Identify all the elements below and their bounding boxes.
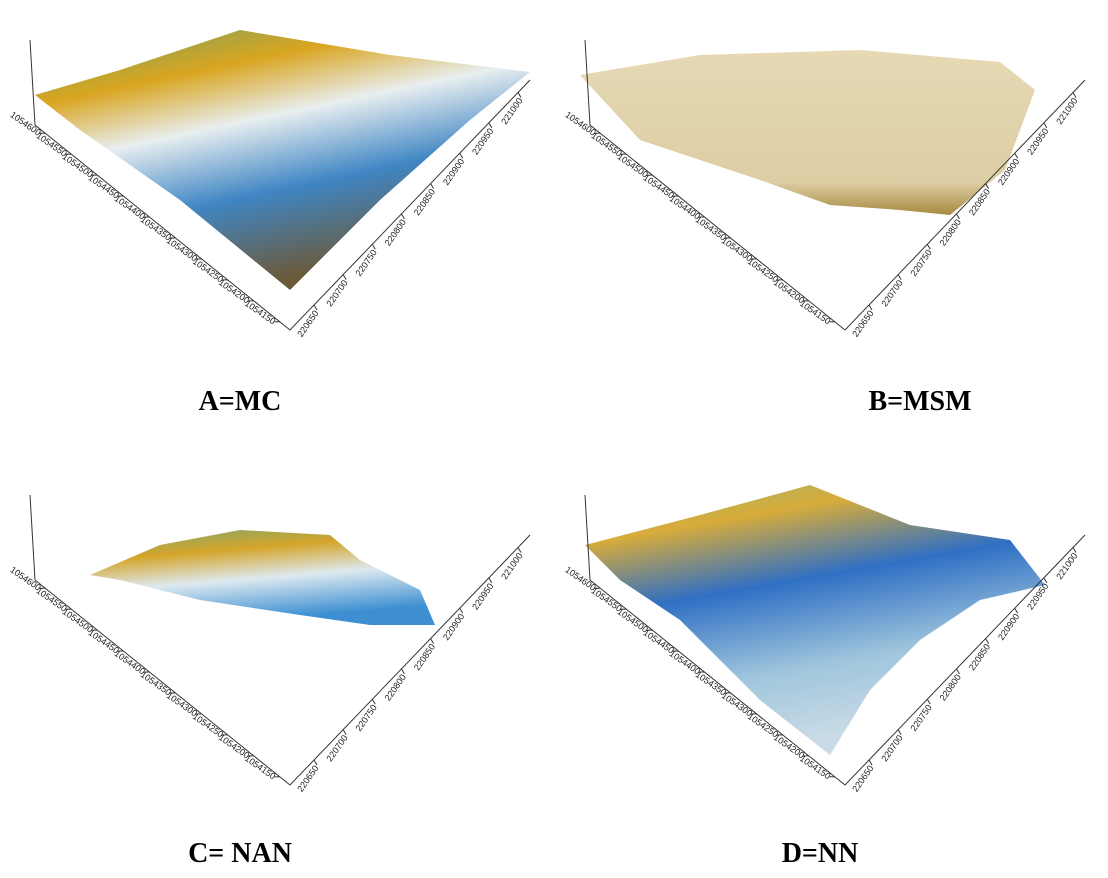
x-tick	[897, 274, 902, 280]
x-tick	[955, 213, 960, 220]
x-tick	[868, 759, 873, 766]
x-tick	[517, 92, 522, 98]
axis	[589, 79, 1086, 331]
x-tick-label: 221000	[1054, 96, 1079, 126]
axis	[589, 534, 1086, 786]
z-axis	[584, 39, 591, 126]
x-tick-label: 220700	[324, 278, 349, 308]
z-axis	[584, 494, 591, 581]
x-tick-label: 220900	[441, 157, 466, 187]
x-tick	[430, 638, 435, 644]
y-tick-label: 1054150	[798, 753, 832, 781]
x-tick	[488, 577, 493, 584]
x-tick	[430, 183, 435, 189]
x-tick-label: 220950	[1025, 126, 1050, 156]
x-tick	[1043, 122, 1048, 129]
caption: D=NN	[782, 838, 859, 869]
x-tick-label: 221000	[499, 96, 524, 126]
x-tick-label: 221000	[1054, 551, 1079, 581]
x-tick	[985, 183, 990, 189]
x-tick-label: 220650	[295, 308, 320, 338]
x-tick-label: 220700	[324, 733, 349, 763]
x-tick-label: 220850	[412, 642, 437, 672]
x-tick-label: 220800	[938, 672, 963, 702]
y-tick-label: 1054150	[798, 298, 832, 326]
y-tick-label: 1054150	[243, 753, 277, 781]
x-tick	[985, 638, 990, 644]
x-tick-label: 220700	[879, 278, 904, 308]
x-tick-label: 220800	[938, 217, 963, 247]
x-tick	[400, 668, 405, 675]
x-tick	[897, 729, 902, 735]
x-tick-label: 220900	[441, 612, 466, 642]
z-axis	[29, 39, 36, 126]
x-tick	[1072, 92, 1077, 98]
x-tick	[342, 729, 347, 735]
x-tick-label: 220650	[850, 763, 875, 793]
x-tick	[955, 668, 960, 675]
x-tick-label: 220950	[470, 126, 495, 156]
x-tick	[926, 244, 931, 250]
caption: C= NAN	[188, 838, 292, 869]
x-tick	[342, 274, 347, 280]
caption: B=MSM	[868, 386, 971, 417]
x-tick	[926, 699, 931, 705]
x-tick	[313, 304, 318, 311]
x-tick-label: 220900	[996, 612, 1021, 642]
x-tick-label: 220650	[295, 763, 320, 793]
x-tick-label: 221000	[499, 551, 524, 581]
x-tick	[371, 244, 376, 250]
x-tick-label: 220800	[383, 217, 408, 247]
x-tick-label: 220700	[879, 733, 904, 763]
surfaces	[35, 30, 1045, 755]
x-tick-label: 220950	[470, 581, 495, 611]
y-tick-label: 1054150	[243, 298, 277, 326]
x-tick	[400, 213, 405, 220]
caption: A=MC	[199, 386, 282, 417]
x-tick	[371, 699, 376, 705]
surface-b	[580, 50, 1035, 215]
x-tick-label: 220850	[967, 642, 992, 672]
surface-c	[90, 530, 435, 625]
x-tick-label: 220750	[353, 248, 378, 278]
x-tick-label: 220750	[353, 703, 378, 733]
x-tick-label: 220750	[908, 248, 933, 278]
x-tick	[459, 152, 464, 159]
surface-a	[35, 30, 530, 290]
x-tick	[488, 122, 493, 129]
x-tick	[1014, 152, 1019, 159]
x-tick	[1043, 577, 1048, 584]
x-tick-label: 220800	[383, 672, 408, 702]
x-tick	[459, 607, 464, 614]
x-tick	[517, 547, 522, 553]
z-axis	[29, 494, 36, 581]
axis	[34, 534, 531, 786]
x-tick	[1014, 607, 1019, 614]
x-tick-label: 220750	[908, 703, 933, 733]
x-tick	[868, 304, 873, 311]
x-tick	[1072, 547, 1077, 553]
surface-d	[585, 485, 1045, 755]
axis	[34, 79, 531, 331]
x-tick	[313, 759, 318, 766]
x-tick-label: 220650	[850, 308, 875, 338]
x-tick-label: 220850	[412, 187, 437, 217]
